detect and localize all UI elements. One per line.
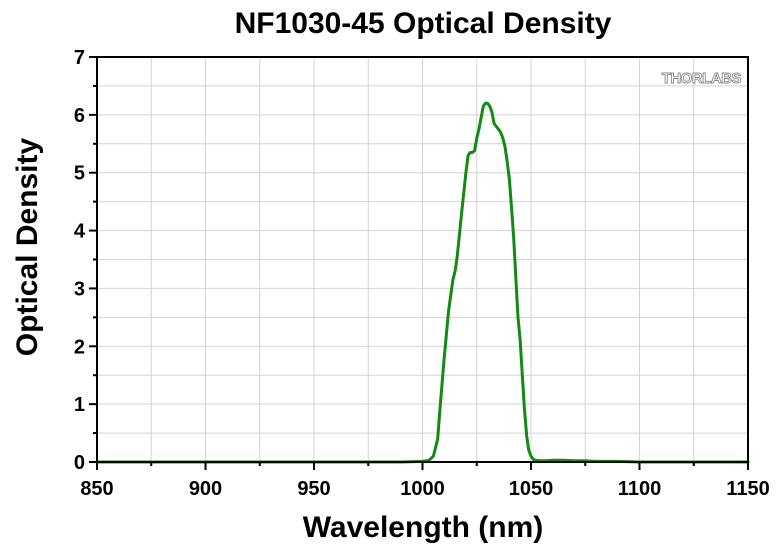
y-tick-labels: 0 1 2 3 4 5 6 7: [74, 47, 86, 474]
x-tick-labels: 850 900 950 1000 1050 1100 1150: [80, 478, 769, 500]
grid-lines: [97, 57, 748, 462]
x-axis-label: Wavelength (nm): [303, 511, 544, 544]
x-tick-label: 1150: [726, 478, 769, 500]
y-tick-label: 6: [74, 105, 85, 127]
thorlabs-logo: THORLABS: [662, 70, 742, 87]
axis-ticks: [89, 56, 749, 470]
x-tick-label: 1000: [400, 478, 445, 500]
series-line: [95, 101, 750, 464]
x-tick-label: 1100: [618, 478, 661, 500]
chart-title: NF1030-45 Optical Density: [235, 7, 612, 40]
y-tick-label: 7: [74, 47, 85, 69]
y-tick-label: 3: [74, 278, 85, 300]
y-tick-label: 1: [74, 394, 85, 416]
y-tick-label: 5: [74, 163, 85, 185]
x-tick-label: 850: [80, 478, 113, 500]
x-tick-label: 1050: [509, 478, 554, 500]
x-tick-label: 900: [189, 478, 222, 500]
x-tick-label: 950: [297, 478, 330, 500]
y-tick-label: 0: [74, 452, 85, 474]
y-tick-label: 4: [74, 221, 86, 243]
y-axis-label: Optical Density: [11, 137, 44, 356]
y-tick-label: 2: [74, 336, 85, 358]
series-layer: [95, 101, 750, 464]
